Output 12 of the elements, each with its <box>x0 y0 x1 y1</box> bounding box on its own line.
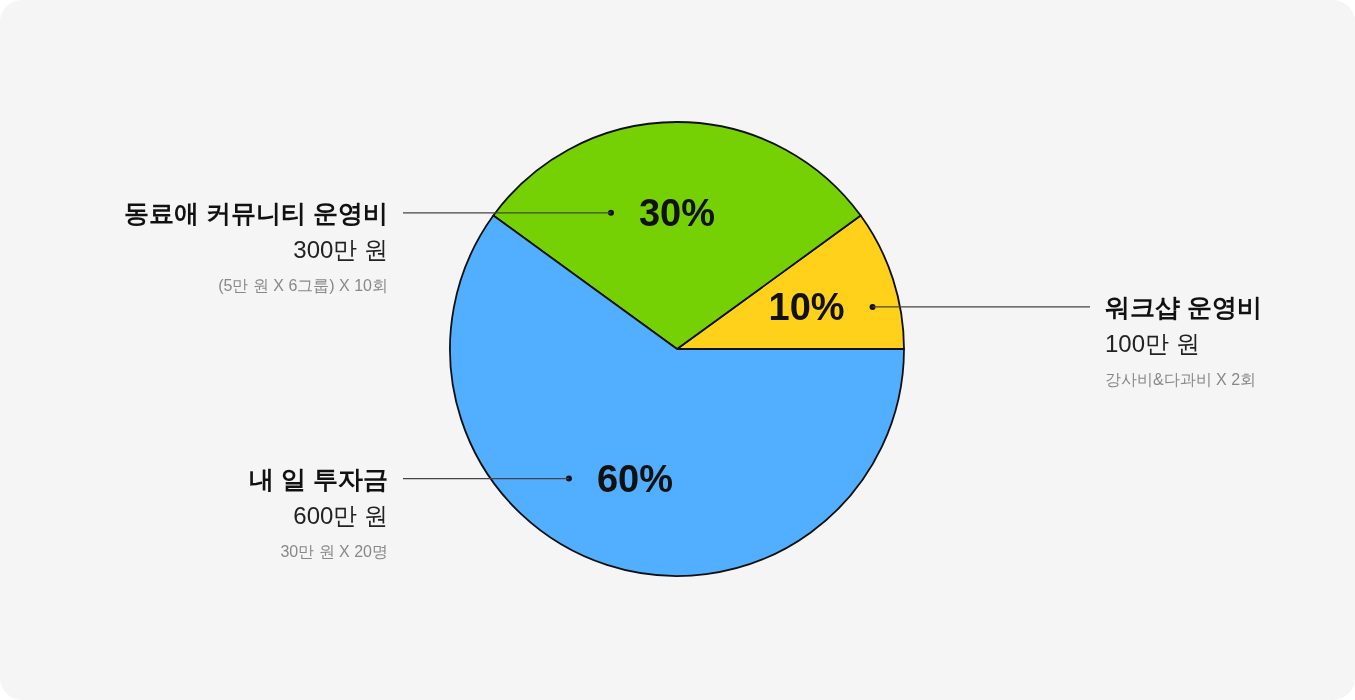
slice-label: 동료애 커뮤니티 운영비 <box>124 198 388 227</box>
text: 300만 원 <box>293 235 388 263</box>
text: 100만 원 <box>1105 329 1200 357</box>
data-label: 10% <box>768 285 845 328</box>
text: 30만 원 X 20명 <box>280 542 388 560</box>
data-label: 60% <box>596 457 673 500</box>
text: 강사비&다과비 X 2회 <box>1105 370 1257 388</box>
slice-label: 내 일 투자금 <box>249 464 388 493</box>
slice-label: 워크샵 운영비 <box>1105 292 1262 321</box>
data-label: 30% <box>638 191 716 234</box>
text: 600만 원 <box>293 501 388 529</box>
text: (5만 원 X 6그룹) X 10회 <box>218 276 388 294</box>
